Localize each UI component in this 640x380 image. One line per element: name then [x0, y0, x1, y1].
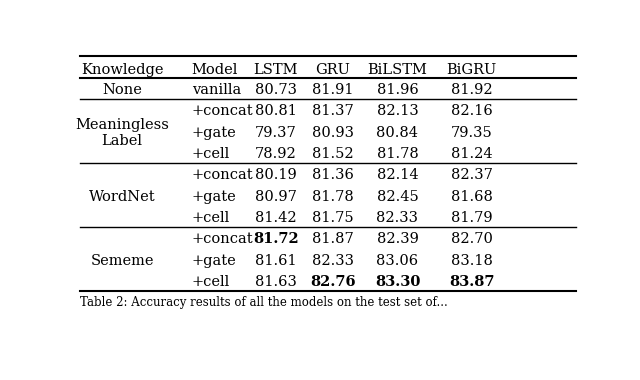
- Text: 81.78: 81.78: [376, 147, 419, 161]
- Text: 81.87: 81.87: [312, 233, 354, 247]
- Text: 81.96: 81.96: [376, 83, 419, 97]
- Text: +gate: +gate: [191, 190, 236, 204]
- Text: WordNet: WordNet: [89, 190, 156, 204]
- Text: 82.14: 82.14: [376, 168, 419, 182]
- Text: +cell: +cell: [191, 147, 230, 161]
- Text: 83.06: 83.06: [376, 254, 419, 268]
- Text: vanilla: vanilla: [191, 83, 241, 97]
- Text: +cell: +cell: [191, 275, 230, 289]
- Text: 81.79: 81.79: [451, 211, 493, 225]
- Text: 83.18: 83.18: [451, 254, 493, 268]
- Text: 82.37: 82.37: [451, 168, 493, 182]
- Text: 81.92: 81.92: [451, 83, 493, 97]
- Text: 82.70: 82.70: [451, 233, 493, 247]
- Text: 80.97: 80.97: [255, 190, 297, 204]
- Text: 82.13: 82.13: [376, 104, 419, 118]
- Text: None: None: [102, 83, 142, 97]
- Text: +gate: +gate: [191, 254, 236, 268]
- Text: +cell: +cell: [191, 211, 230, 225]
- Text: 79.35: 79.35: [451, 126, 493, 139]
- Text: 80.84: 80.84: [376, 126, 419, 139]
- Text: 82.76: 82.76: [310, 275, 356, 289]
- Text: 81.52: 81.52: [312, 147, 354, 161]
- Text: Meaningless
Label: Meaningless Label: [76, 117, 169, 148]
- Text: BiGRU: BiGRU: [447, 63, 497, 77]
- Text: BiLSTM: BiLSTM: [367, 63, 428, 77]
- Text: 81.68: 81.68: [451, 190, 493, 204]
- Text: 78.92: 78.92: [255, 147, 297, 161]
- Text: Table 2: Accuracy results of all the models on the test set of...: Table 2: Accuracy results of all the mod…: [80, 296, 448, 309]
- Text: 82.16: 82.16: [451, 104, 493, 118]
- Text: 80.81: 80.81: [255, 104, 297, 118]
- Text: 82.33: 82.33: [312, 254, 354, 268]
- Text: 79.37: 79.37: [255, 126, 297, 139]
- Text: 80.73: 80.73: [255, 83, 297, 97]
- Text: Sememe: Sememe: [90, 254, 154, 268]
- Text: 83.30: 83.30: [375, 275, 420, 289]
- Text: Model: Model: [191, 63, 238, 77]
- Text: 80.93: 80.93: [312, 126, 354, 139]
- Text: 81.24: 81.24: [451, 147, 493, 161]
- Text: 82.33: 82.33: [376, 211, 419, 225]
- Text: 83.87: 83.87: [449, 275, 495, 289]
- Text: 80.19: 80.19: [255, 168, 297, 182]
- Text: Knowledge: Knowledge: [81, 63, 163, 77]
- Text: 81.37: 81.37: [312, 104, 354, 118]
- Text: +concat: +concat: [191, 168, 253, 182]
- Text: 81.63: 81.63: [255, 275, 297, 289]
- Text: 81.36: 81.36: [312, 168, 354, 182]
- Text: 82.39: 82.39: [376, 233, 419, 247]
- Text: 81.78: 81.78: [312, 190, 354, 204]
- Text: 81.42: 81.42: [255, 211, 297, 225]
- Text: 81.75: 81.75: [312, 211, 354, 225]
- Text: GRU: GRU: [316, 63, 350, 77]
- Text: +gate: +gate: [191, 126, 236, 139]
- Text: +concat: +concat: [191, 104, 253, 118]
- Text: 82.45: 82.45: [376, 190, 419, 204]
- Text: 81.91: 81.91: [312, 83, 354, 97]
- Text: 81.72: 81.72: [253, 233, 299, 247]
- Text: 81.61: 81.61: [255, 254, 297, 268]
- Text: LSTM: LSTM: [253, 63, 298, 77]
- Text: +concat: +concat: [191, 233, 253, 247]
